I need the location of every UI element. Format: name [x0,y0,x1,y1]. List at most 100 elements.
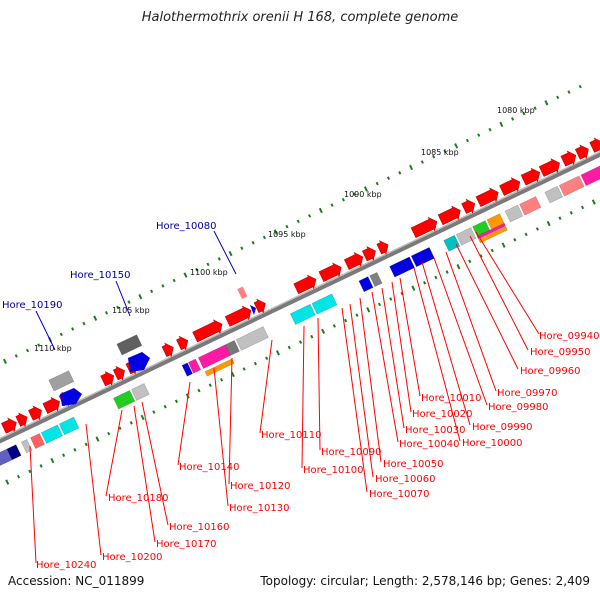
tick-mark [73,447,77,452]
feature-block [181,362,193,377]
feature-block [40,424,63,444]
feature-block [204,358,235,377]
tick-mark [220,377,224,382]
feature-block [369,272,383,287]
feature-block [443,234,461,252]
gene-arrow [100,371,115,387]
feature-block [187,358,202,374]
gene-label: Hore_10180 [108,493,169,504]
tick-mark [39,464,43,468]
gene-label: Hore_10090 [321,447,382,458]
tick-label: 1100 kbp [190,268,228,277]
feature-block [504,204,524,223]
leader-line [455,243,519,370]
gene-arrow [318,262,342,283]
tick-label: 1110 kbp [34,344,72,353]
tick-mark [228,250,233,257]
gene-arrow [461,198,476,214]
tick-mark [443,149,447,154]
gene-label: Hore_10170 [156,539,217,550]
tick-mark [355,313,359,317]
tick-mark [14,354,18,358]
tick-mark [578,84,582,89]
tick-mark [310,334,314,339]
tick-mark [522,111,526,116]
tick-mark [197,388,201,393]
feature-block [410,247,435,268]
tick-mark [344,318,348,323]
tick-mark [253,361,257,366]
tick-mark [330,203,334,207]
tick-mark [524,232,528,237]
feature-block [544,185,563,204]
tick-mark [375,181,379,186]
feature-block [197,344,231,369]
accession-text: Accession: NC_011899 [8,574,145,588]
tick-mark [82,321,86,326]
tick-mark [318,207,323,214]
tick-mark [533,106,537,110]
leader-line [301,325,305,469]
tick-mark [172,278,176,283]
gene-label: Hore_10010 [421,393,482,404]
tick-mark [307,214,312,218]
gene-label: Hore_09960 [520,366,581,377]
tick-mark [28,469,32,474]
tick-mark [129,421,133,425]
leader-line [29,445,37,564]
tick-mark [150,289,154,294]
feature-block [30,433,45,449]
leader-line [475,231,540,335]
gene-label: Hore_10120 [230,481,291,492]
tick-mark [389,297,393,301]
tick-mark [488,127,492,132]
tick-mark [95,436,100,442]
gene-arrow [293,274,317,295]
tick-mark [535,227,539,231]
tick-mark [195,267,199,272]
tick-mark [50,457,55,464]
gene-label: Hore_10040 [399,439,460,450]
tick-mark [468,259,472,264]
leader-line [433,257,488,406]
tick-mark [423,281,427,285]
tick-mark [490,248,494,253]
leader-line [85,423,102,556]
tick-mark [420,160,424,164]
gene-arrow [176,335,189,351]
leader-line [359,297,382,463]
gene-arrow [192,319,223,343]
highlight-labels: Hore_10080 Hore_10150 Hore_10190 [2,221,237,351]
highlight-gene-arrow [250,305,256,315]
gene-arrow [28,405,42,421]
gene-arrow [42,396,60,414]
tick-mark [544,100,549,106]
gene-arrow [15,412,28,428]
tick-mark [591,199,596,205]
tick-label: 1080 kbp [497,106,535,115]
tick-mark [567,90,571,94]
tick-label: 1095 kbp [268,230,306,239]
tick-mark [398,171,402,175]
leader-line [445,251,497,392]
tick-mark [363,186,368,192]
gene-arrow [437,205,461,226]
tick-mark [501,242,506,248]
leader-line [391,281,412,413]
highlighted-genes [48,286,256,406]
feature-block [478,226,508,244]
genome-summary-text: Topology: circular; Length: 2,578,146 bp… [260,574,590,588]
tick-ring [2,84,582,364]
gene-arrow [475,187,499,208]
gene-label: Hore_10160 [169,522,230,533]
tick-mark [71,327,75,331]
gene-arrow [112,365,125,381]
tick-mark [377,302,382,307]
tick-mark [138,293,143,300]
tick-mark [242,367,246,371]
gene-arrow [253,298,266,314]
gene-label: Hore_10060 [375,474,436,485]
leader-line [228,357,233,485]
leader-line [399,277,421,397]
tick-mark [104,311,109,315]
